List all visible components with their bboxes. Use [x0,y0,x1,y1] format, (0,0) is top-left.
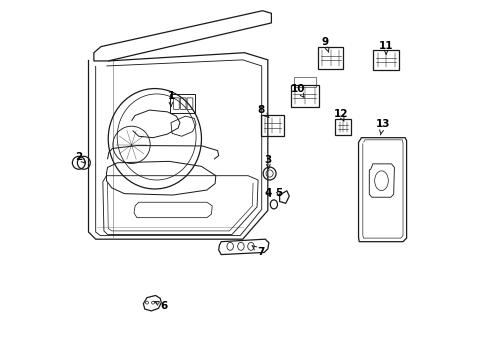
Text: 11: 11 [378,41,393,54]
Text: 10: 10 [290,84,304,97]
Text: 2: 2 [75,152,85,163]
Text: 8: 8 [257,105,268,118]
Text: 5: 5 [274,188,282,198]
Text: 13: 13 [375,120,389,135]
Text: 3: 3 [264,155,271,168]
Text: 7: 7 [251,246,264,257]
Text: 4: 4 [264,188,271,198]
Text: 1: 1 [167,91,174,107]
Text: 6: 6 [155,301,167,311]
Text: 12: 12 [333,109,347,121]
Text: 9: 9 [321,37,328,52]
